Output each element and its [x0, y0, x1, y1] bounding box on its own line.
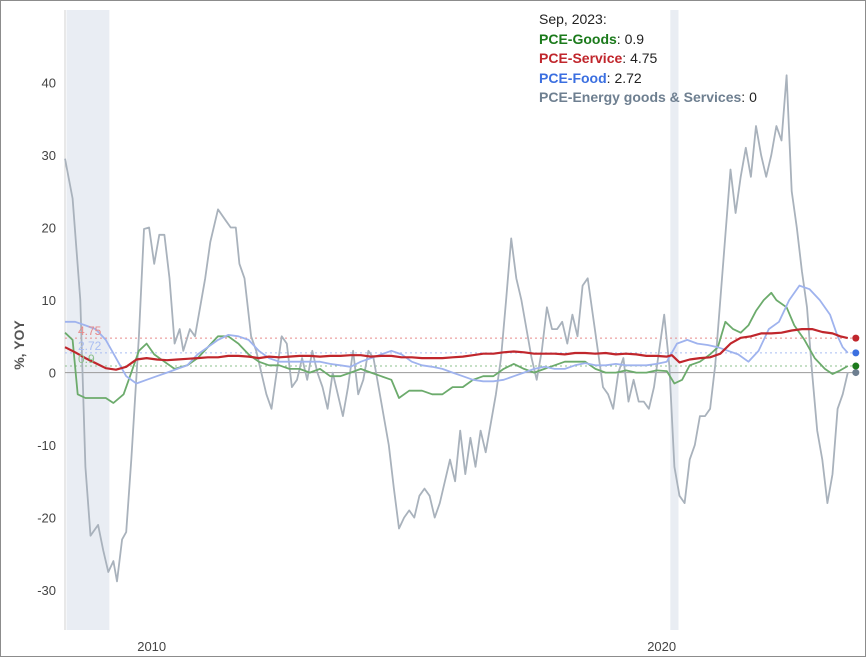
- end-point-marker: [852, 362, 860, 370]
- y-tick-label: -20: [37, 511, 56, 526]
- legend-name: PCE-Service: [539, 50, 623, 66]
- legend-name: PCE-Goods: [539, 30, 617, 47]
- legend-date: Sep, 2023:: [539, 11, 607, 27]
- y-tick-label: 0: [49, 366, 56, 381]
- end-point-marker: [852, 349, 860, 357]
- y-tick-label: 20: [42, 221, 56, 236]
- legend-value: 0.9: [624, 30, 645, 47]
- legend-value: 2.72: [614, 69, 642, 86]
- y-tick-label: -30: [37, 583, 56, 598]
- legend: Sep, 2023: PCE-Goods: 0.9 PCE-Service: 4…: [539, 10, 757, 108]
- x-tick-label: 2020: [647, 639, 676, 654]
- recession-band: [670, 10, 679, 630]
- legend-value: 0: [749, 89, 757, 105]
- legend-entry-goods: PCE-Goods: 0.9: [539, 30, 645, 47]
- legend-value: 4.75: [630, 50, 658, 66]
- last-value-label: 2.72: [78, 339, 102, 353]
- legend-entry-energy: PCE-Energy goods & Services: 0: [539, 89, 757, 105]
- legend-entry-service: PCE-Service: 4.75: [539, 50, 658, 66]
- y-tick-label: -10: [37, 438, 56, 453]
- legend-name: PCE-Food: [539, 69, 607, 86]
- y-tick-label: 30: [42, 148, 56, 163]
- x-tick-label: 2010: [137, 639, 166, 654]
- series-line: [64, 328, 849, 371]
- recession-band: [66, 10, 110, 630]
- end-point-marker: [852, 334, 860, 342]
- y-tick-label: 40: [42, 76, 56, 91]
- legend-entry-food: PCE-Food: 2.72: [539, 69, 642, 86]
- y-tick-label: 10: [42, 293, 56, 308]
- legend-name: PCE-Energy goods & Services: [539, 89, 742, 105]
- last-value-label: 4.75: [78, 324, 102, 338]
- last-value-label: 0.9: [78, 352, 95, 366]
- series-line: [65, 284, 849, 385]
- y-axis-label: %, YOY: [11, 320, 27, 370]
- end-point-marker: [852, 369, 860, 377]
- series-line: [64, 74, 849, 583]
